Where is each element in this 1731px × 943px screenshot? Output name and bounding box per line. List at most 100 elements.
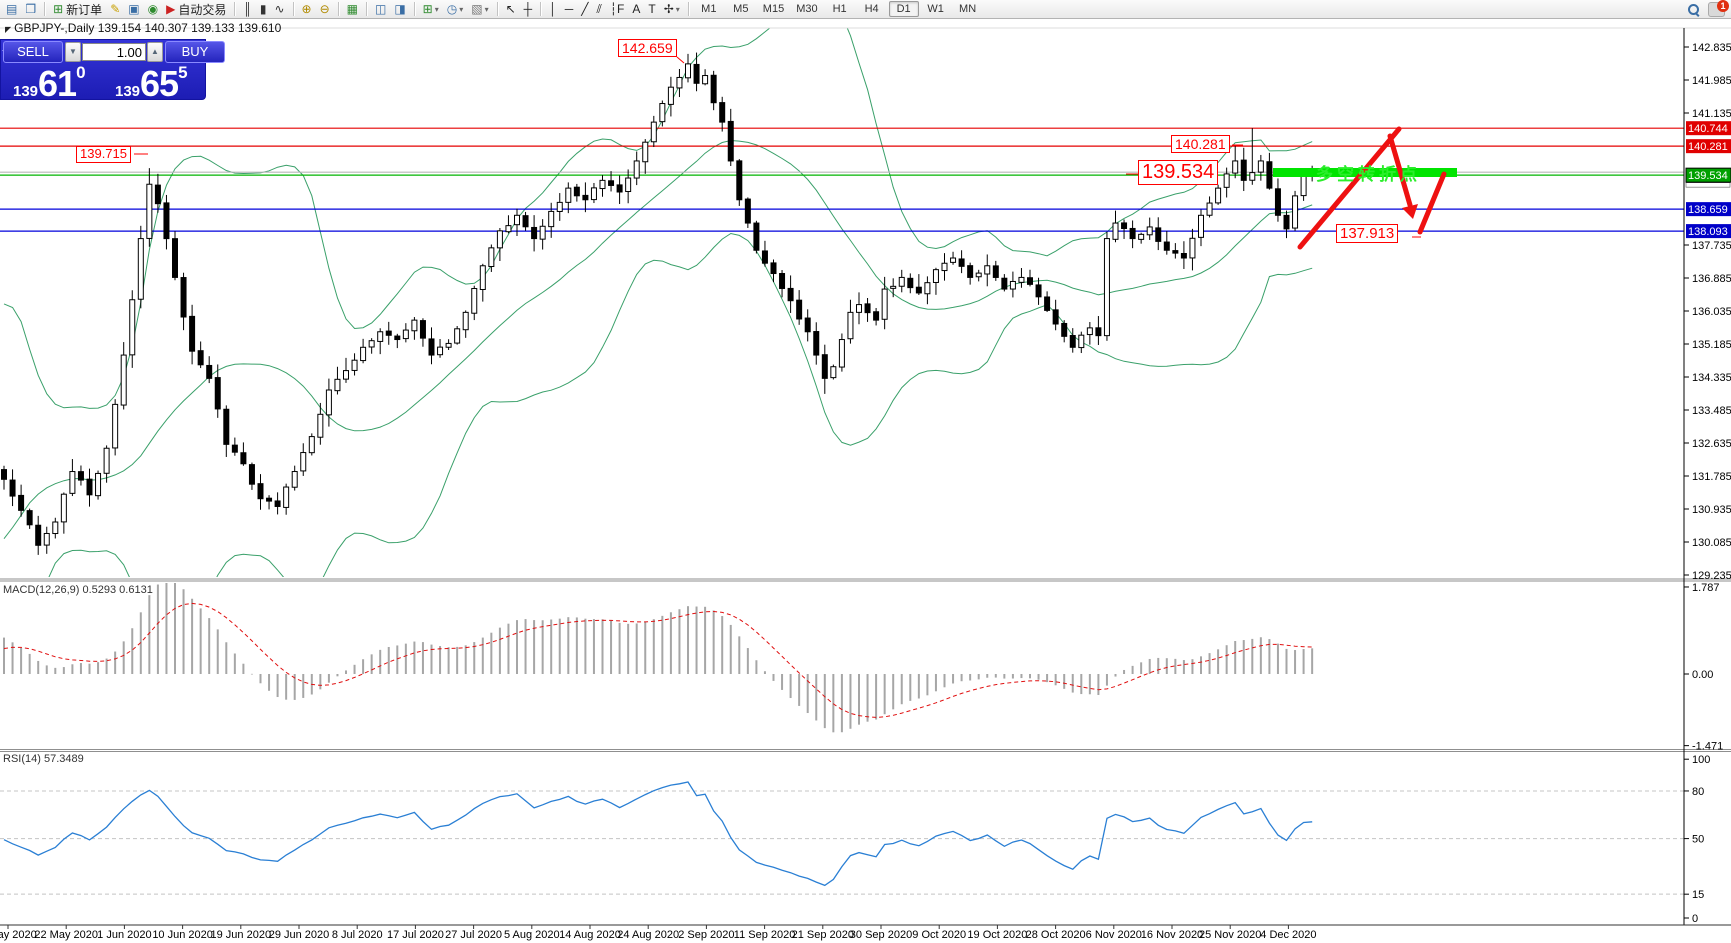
timeframe-h1[interactable]: H1 bbox=[832, 3, 847, 15]
buy-button[interactable]: BUY bbox=[165, 41, 225, 63]
svg-text:-1.471: -1.471 bbox=[1692, 741, 1723, 753]
equidistant-channel-tool-icon: ⫽ bbox=[596, 2, 602, 16]
svg-text:133.485: 133.485 bbox=[1692, 405, 1731, 417]
svg-text:135.185: 135.185 bbox=[1692, 339, 1731, 351]
buy-price-display[interactable]: 139655 bbox=[115, 63, 188, 104]
zoom-in-button[interactable]: ⊕ bbox=[299, 1, 315, 17]
svg-text:22 May 2020: 22 May 2020 bbox=[34, 929, 98, 941]
volume-increment-button[interactable]: ▲ bbox=[147, 42, 163, 62]
line-chart-type-button[interactable]: ∿ bbox=[271, 1, 287, 17]
svg-text:1 Jun 2020: 1 Jun 2020 bbox=[97, 929, 151, 941]
price-annotation[interactable]: 139.715 bbox=[76, 146, 131, 163]
svg-text:8 Jul 2020: 8 Jul 2020 bbox=[332, 929, 383, 941]
crosshair-button[interactable]: ┼ bbox=[521, 1, 536, 17]
svg-text:16 Nov 2020: 16 Nov 2020 bbox=[1141, 929, 1203, 941]
toolbar-separator bbox=[413, 2, 415, 16]
new-order-label: 新订单 bbox=[66, 2, 103, 17]
notification-badge: 1 bbox=[1717, 0, 1729, 12]
new-order-button[interactable]: ⊞ 新订单 bbox=[50, 1, 105, 17]
sell-price-display[interactable]: 139610 bbox=[13, 63, 86, 104]
templates-button[interactable]: ▧ ▾ bbox=[468, 1, 491, 17]
svg-text:1.787: 1.787 bbox=[1692, 582, 1720, 594]
bar-chart-type-button[interactable]: ║ bbox=[240, 1, 255, 17]
indicators-list-icon: ⊞ bbox=[422, 2, 433, 16]
text-label-tool-button[interactable]: T bbox=[645, 1, 658, 17]
strategy-tester-button[interactable]: ◨ bbox=[391, 1, 408, 17]
svg-text:28 Oct 2020: 28 Oct 2020 bbox=[1026, 929, 1086, 941]
marker-button[interactable]: ✎ bbox=[107, 1, 123, 17]
chart-profiles-button[interactable]: ❒ bbox=[22, 1, 39, 17]
toolbar-separator bbox=[540, 2, 542, 16]
search-icon[interactable] bbox=[1688, 4, 1700, 17]
new-chart-button[interactable]: ▤ bbox=[3, 1, 20, 17]
trendline-tool-button[interactable]: ╱ bbox=[578, 1, 591, 17]
terminal-button[interactable]: ▣ bbox=[125, 1, 142, 17]
periods-button[interactable]: ◷ ▾ bbox=[444, 1, 467, 17]
svg-text:139.534: 139.534 bbox=[1688, 170, 1728, 182]
svg-text:4 Dec 2020: 4 Dec 2020 bbox=[1260, 929, 1316, 941]
shift-marker-icon: ◤ bbox=[5, 25, 12, 34]
timeframe-m5[interactable]: M5 bbox=[733, 3, 749, 15]
periods-icon: ◷ bbox=[446, 2, 458, 16]
svg-text:132.635: 132.635 bbox=[1692, 438, 1731, 450]
price-annotation[interactable]: 140.281 bbox=[1171, 135, 1230, 154]
vertical-line-tool-button[interactable]: │ bbox=[546, 1, 560, 17]
price-annotation[interactable]: 139.534 bbox=[1138, 160, 1219, 185]
new-order-icon: ⊞ bbox=[53, 2, 64, 16]
timeframe-mn[interactable]: MN bbox=[959, 3, 977, 15]
svg-text:50: 50 bbox=[1692, 834, 1704, 846]
timeframe-bar: M1 M5 M15 M30 H1 H4 D1 W1 MN bbox=[693, 1, 984, 17]
data-window-button[interactable]: ◫ bbox=[372, 1, 389, 17]
timeframe-m30[interactable]: M30 bbox=[796, 3, 818, 15]
indicators-list-button[interactable]: ⊞ ▾ bbox=[420, 1, 442, 17]
toolbar-separator bbox=[44, 2, 46, 16]
timeframe-w1[interactable]: W1 bbox=[927, 3, 944, 15]
price-annotation[interactable]: 137.913 bbox=[1336, 224, 1399, 244]
text-tool-button[interactable]: A bbox=[629, 1, 643, 17]
macd-label: MACD(12,26,9) 0.5293 0.6131 bbox=[3, 584, 153, 596]
chart-ohlc-info: ◤ GBPJPY-,Daily 139.154 140.307 139.133 1… bbox=[5, 21, 282, 35]
svg-text:6 Nov 2020: 6 Nov 2020 bbox=[1086, 929, 1142, 941]
chevron-down-icon: ▾ bbox=[434, 4, 439, 14]
sell-button[interactable]: SELL bbox=[3, 41, 63, 63]
toolbar-groups: ▤ ❒ ⊞ 新订单 ✎ ▣ ◉ ▶ 自动交易 ║ ▮ ∿ ⊕ ⊖ ▦ ◫ ◨ ⊞ ▾ ◷ ▾ ▧ ▾ ↖ ┼ │ ─ ╱ ⫽ ┆F A T ✢ ▾ bbox=[2, 1, 684, 17]
timeframe-h4[interactable]: H4 bbox=[864, 3, 879, 15]
candlestick-chart-type-button[interactable]: ▮ bbox=[257, 1, 270, 17]
fibonacci-tool-icon: ┆F bbox=[609, 2, 625, 16]
line-chart-type-icon: ∿ bbox=[274, 2, 285, 16]
horizontal-line-tool-button[interactable]: ─ bbox=[562, 1, 577, 17]
fibonacci-tool-button[interactable]: ┆F bbox=[607, 1, 628, 17]
svg-text:21 Sep 2020: 21 Sep 2020 bbox=[792, 929, 854, 941]
turning-point-note[interactable]: 多空转折点 bbox=[1316, 165, 1421, 184]
svg-text:25 Nov 2020: 25 Nov 2020 bbox=[1199, 929, 1261, 941]
timeframe-m1[interactable]: M1 bbox=[701, 3, 717, 15]
timeframe-d1[interactable]: D1 bbox=[888, 1, 919, 17]
timeframe-m15[interactable]: M15 bbox=[762, 3, 785, 15]
svg-text:140.744: 140.744 bbox=[1688, 123, 1728, 135]
zoom-out-button[interactable]: ⊖ bbox=[317, 1, 333, 17]
toolbar-separator bbox=[365, 2, 367, 16]
svg-text:29 Jun 2020: 29 Jun 2020 bbox=[269, 929, 330, 941]
auto-trading-button[interactable]: ▶ 自动交易 bbox=[163, 1, 229, 17]
chevron-down-icon: ▾ bbox=[459, 4, 464, 14]
equidistant-channel-tool-button[interactable]: ⫽ bbox=[593, 1, 604, 17]
volume-input[interactable] bbox=[82, 43, 146, 61]
volume-decrement-button[interactable]: ▼ bbox=[65, 42, 81, 62]
signals-button[interactable]: ◉ bbox=[145, 1, 161, 17]
svg-text:15: 15 bbox=[1692, 889, 1704, 901]
templates-icon: ▧ bbox=[471, 2, 483, 16]
notifications-icon[interactable]: 1 bbox=[1708, 0, 1729, 17]
tile-windows-button[interactable]: ▦ bbox=[344, 1, 361, 17]
price-annotation[interactable]: 142.659 bbox=[618, 39, 677, 58]
zoom-in-icon: ⊕ bbox=[301, 2, 312, 16]
svg-text:130.935: 130.935 bbox=[1692, 504, 1731, 516]
zoom-out-icon: ⊖ bbox=[319, 2, 330, 16]
cursor-button[interactable]: ↖ bbox=[503, 1, 519, 17]
toolbar-separator bbox=[337, 2, 339, 16]
svg-text:130.085: 130.085 bbox=[1692, 537, 1731, 549]
arrows-tool-button[interactable]: ✢ ▾ bbox=[661, 1, 683, 17]
svg-text:2 Sep 2020: 2 Sep 2020 bbox=[678, 929, 734, 941]
svg-text:14 Aug 2020: 14 Aug 2020 bbox=[559, 929, 621, 941]
svg-text:142.835: 142.835 bbox=[1692, 42, 1731, 54]
